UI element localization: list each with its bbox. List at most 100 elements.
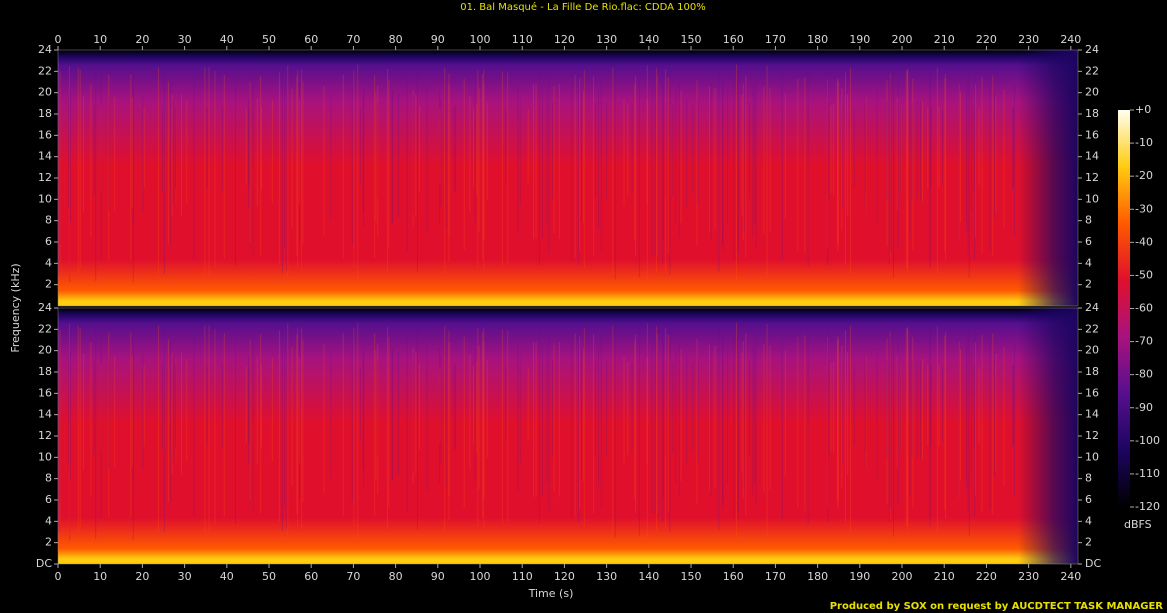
x-tick-label: 200 [892, 570, 913, 583]
texture [131, 97, 133, 209]
texture [582, 91, 584, 224]
texture [968, 65, 970, 279]
texture [697, 99, 699, 205]
texture [665, 327, 667, 528]
texture [662, 83, 664, 240]
texture [945, 331, 947, 519]
texture [974, 342, 976, 496]
texture [301, 327, 303, 529]
texture [944, 78, 946, 252]
texture [865, 355, 867, 469]
texture [505, 367, 507, 441]
texture [376, 360, 378, 456]
texture [477, 328, 479, 527]
texture [583, 328, 585, 527]
texture [363, 88, 365, 229]
texture [376, 102, 378, 198]
texture [175, 100, 177, 204]
texture [656, 75, 658, 257]
texture [657, 332, 659, 517]
texture [517, 86, 519, 234]
texture [727, 90, 729, 225]
texture [415, 352, 417, 475]
texture [142, 96, 144, 212]
texture [727, 348, 729, 483]
texture [249, 338, 251, 506]
texture [742, 341, 744, 498]
x-axis-label: Time (s) [528, 587, 574, 600]
texture [535, 342, 537, 497]
texture [445, 346, 447, 487]
texture [507, 72, 509, 264]
texture [909, 84, 911, 239]
texture [897, 338, 899, 506]
texture [180, 352, 182, 474]
texture [696, 80, 698, 246]
texture [890, 78, 892, 252]
texture [678, 342, 680, 497]
x-tick-label: 230 [1018, 33, 1039, 46]
texture [646, 99, 648, 206]
texture [974, 84, 976, 238]
texture [1013, 108, 1015, 187]
texture [574, 75, 576, 258]
texture [722, 81, 724, 244]
texture [929, 332, 931, 517]
x-tick-label: 90 [431, 33, 445, 46]
x-tick-label: 210 [934, 570, 955, 583]
texture [890, 336, 892, 510]
texture [143, 365, 145, 447]
texture [675, 90, 677, 226]
texture [974, 74, 976, 260]
texture [221, 364, 223, 449]
texture [600, 336, 602, 509]
texture [745, 333, 747, 516]
texture [766, 65, 768, 279]
texture [377, 343, 379, 494]
texture [248, 108, 250, 186]
texture [675, 348, 677, 484]
texture [826, 337, 828, 507]
texture [1003, 347, 1005, 486]
texture [444, 325, 446, 532]
texture [597, 346, 599, 487]
x-tick-label: 80 [389, 33, 403, 46]
texture [927, 107, 929, 188]
texture [287, 65, 289, 279]
texture [635, 334, 637, 514]
texture [95, 64, 97, 281]
texture [261, 106, 263, 190]
texture [807, 329, 809, 525]
texture [175, 358, 177, 462]
texture [1012, 106, 1014, 191]
texture [593, 334, 595, 514]
texture [989, 335, 991, 510]
texture [469, 96, 471, 213]
texture [865, 97, 867, 211]
y-tick-label: 14 [1085, 150, 1099, 163]
x-tick-label: 100 [470, 570, 491, 583]
texture [507, 330, 509, 522]
x-tick-label: 170 [765, 570, 786, 583]
texture [696, 338, 698, 504]
texture [763, 344, 765, 493]
texture [623, 357, 625, 464]
texture [692, 363, 694, 451]
texture [439, 348, 441, 483]
texture [388, 337, 390, 508]
texture [58, 325, 60, 533]
texture [342, 332, 344, 517]
texture [69, 91, 71, 223]
colorbar-tick-label: -30 [1135, 202, 1153, 215]
texture [667, 76, 669, 254]
texture [965, 345, 967, 489]
texture [287, 323, 289, 537]
texture [186, 100, 188, 203]
texture [936, 67, 938, 274]
texture [558, 341, 560, 497]
texture [672, 361, 674, 454]
texture [634, 341, 636, 498]
texture [330, 92, 332, 220]
texture [161, 363, 163, 450]
